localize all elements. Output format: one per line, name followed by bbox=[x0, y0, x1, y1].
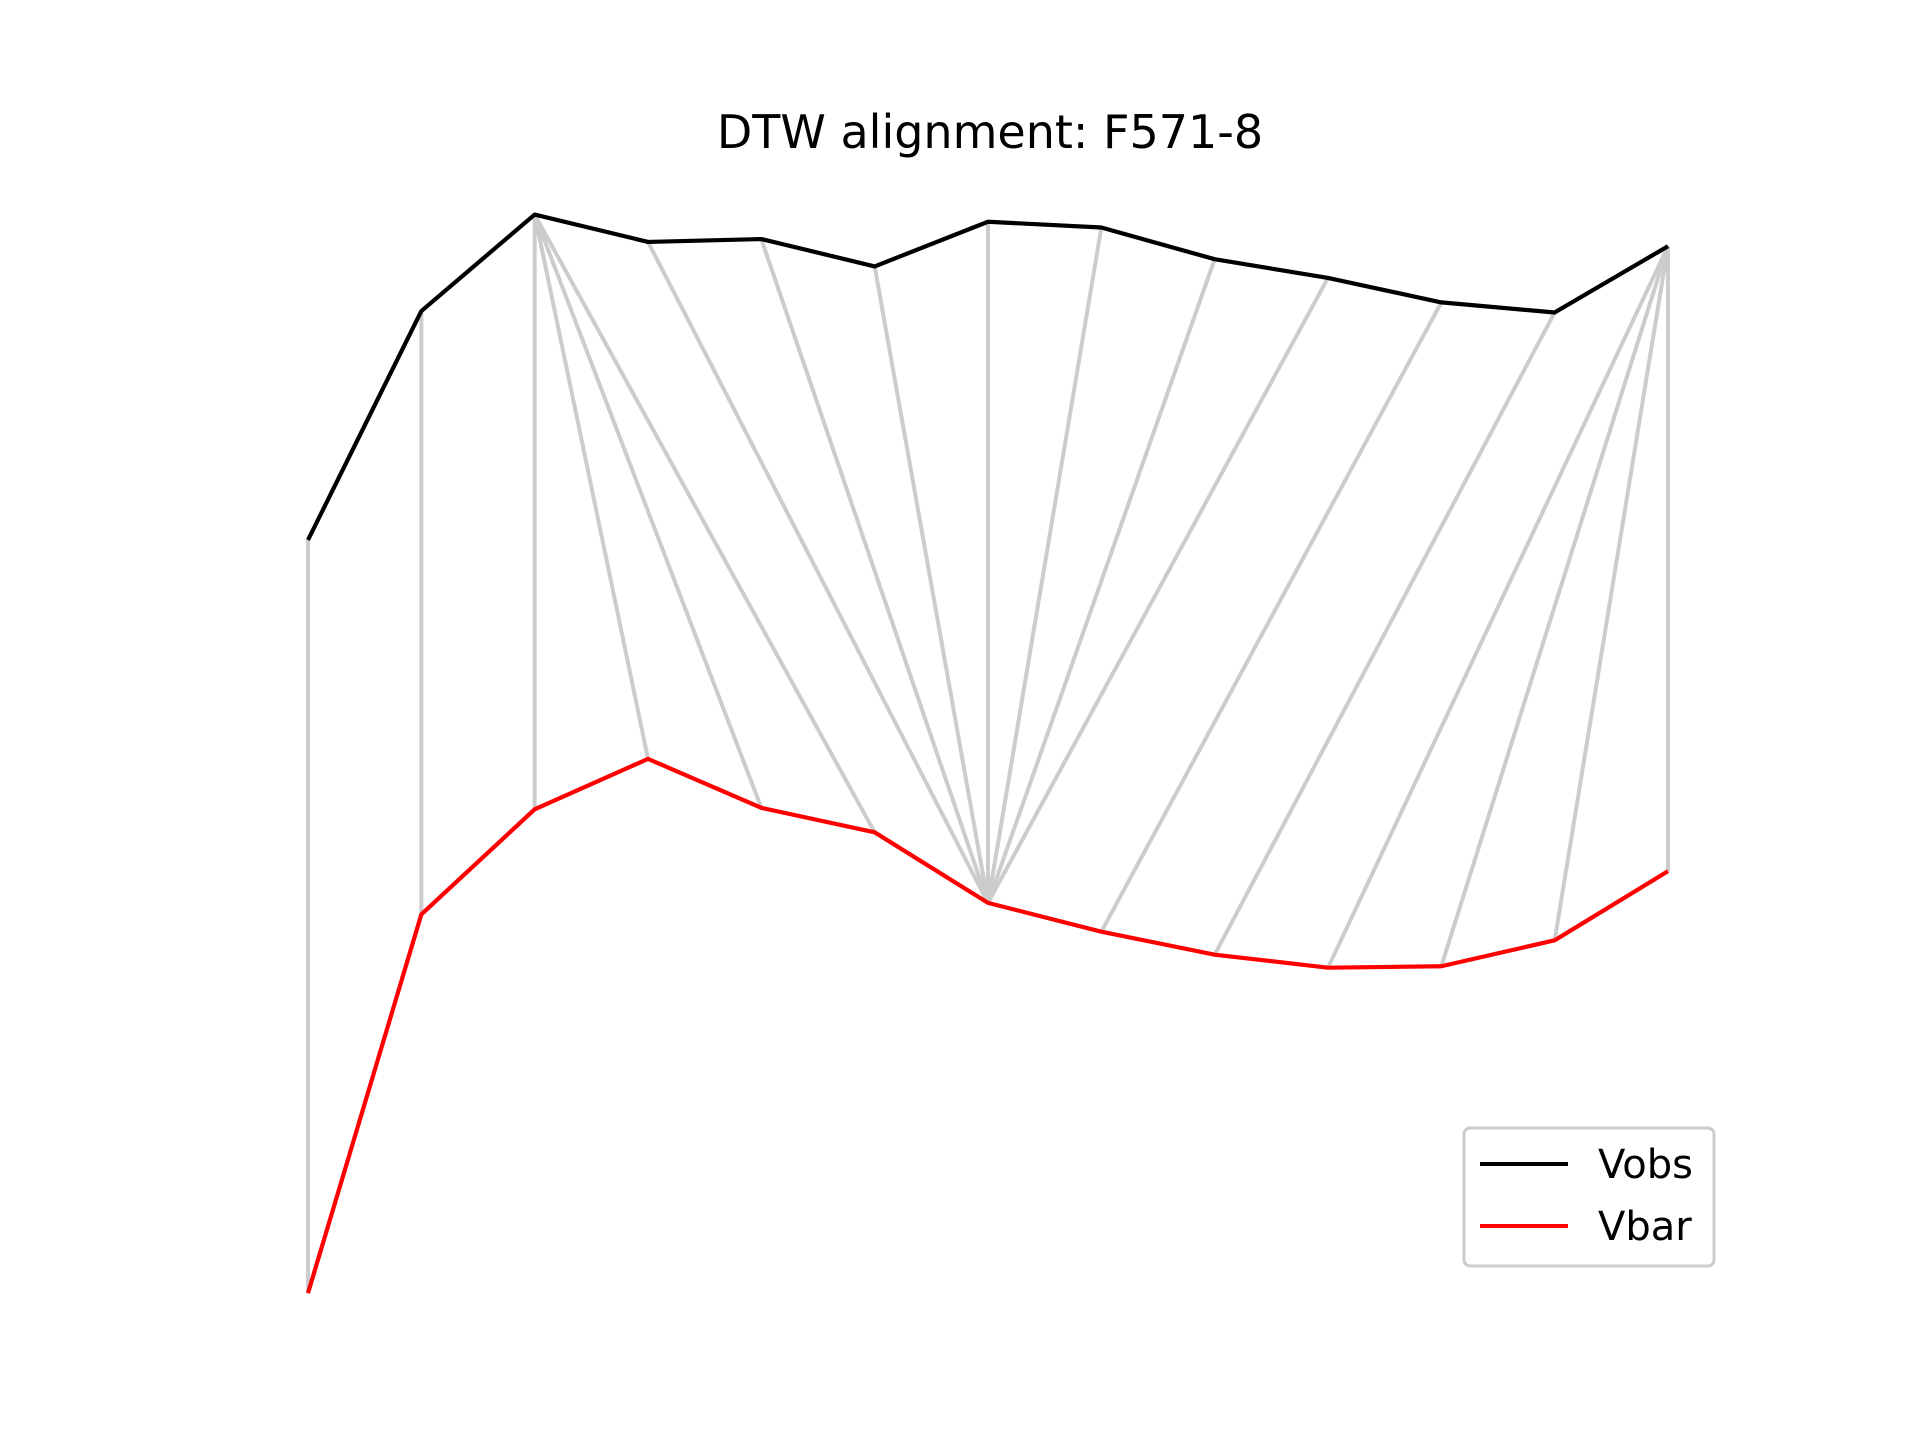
chart-title: DTW alignment: F571-8 bbox=[717, 105, 1263, 159]
alignment-line-6 bbox=[646, 241, 990, 904]
series-line-vobs bbox=[306, 212, 1670, 541]
alignment-line-13 bbox=[1099, 301, 1444, 933]
alignment-lines bbox=[306, 213, 1670, 1294]
alignment-line-15 bbox=[1326, 245, 1670, 969]
alignment-line-4 bbox=[532, 213, 764, 809]
alignment-line-14 bbox=[1212, 311, 1557, 956]
alignment-line-3 bbox=[532, 214, 650, 760]
legend-label-vbar: Vbar bbox=[1598, 1204, 1692, 1250]
alignment-line-11 bbox=[986, 258, 1217, 904]
legend: Vobs Vbar bbox=[1462, 1126, 1716, 1268]
series-lines bbox=[305, 212, 1670, 1294]
legend-label-vobs: Vobs bbox=[1598, 1142, 1693, 1188]
alignment-line-12 bbox=[986, 276, 1330, 904]
series-line-vbar bbox=[305, 756, 1670, 1294]
alignment-line-8 bbox=[872, 266, 990, 904]
alignment-line-5 bbox=[532, 213, 877, 834]
alignment-line-17 bbox=[1552, 245, 1670, 941]
alignment-line-10 bbox=[986, 227, 1104, 904]
alignment-line-16 bbox=[1439, 245, 1670, 967]
alignment-line-7 bbox=[759, 238, 990, 904]
